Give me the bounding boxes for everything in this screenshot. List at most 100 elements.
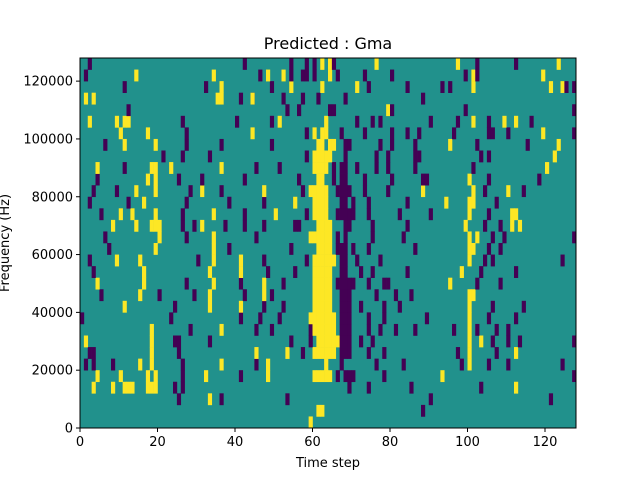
heatmap-cell: [184, 138, 189, 151]
heatmap-cell: [254, 323, 259, 336]
heatmap-cell: [192, 289, 197, 302]
heatmap-cell: [339, 208, 344, 221]
heatmap-cell: [328, 266, 333, 278]
heatmap-cell: [111, 219, 116, 232]
heatmap-cell: [122, 300, 127, 313]
heatmap-cell: [320, 289, 325, 302]
heatmap-cell: [324, 208, 329, 221]
heatmap-cell: [339, 173, 344, 186]
heatmap-cell: [467, 289, 472, 302]
heatmap-cell: [176, 347, 182, 359]
heatmap-cell: [541, 69, 546, 82]
heatmap-cell: [459, 266, 464, 278]
heatmap-cell: [556, 138, 561, 151]
heatmap-cell: [486, 358, 492, 371]
heatmap-cell: [242, 173, 247, 186]
heatmap-cell: [254, 231, 259, 244]
heatmap-cell: [514, 347, 519, 359]
heatmap-cell: [118, 370, 123, 383]
heatmap-cell: [316, 266, 321, 278]
heatmap-cell: [331, 104, 337, 117]
heatmap-cell: [366, 277, 371, 290]
heatmap-cell: [355, 115, 360, 128]
heatmap-cell: [180, 219, 185, 232]
heatmap-cell: [405, 266, 410, 278]
heatmap-cell: [308, 335, 313, 348]
heatmap-cell: [312, 254, 317, 267]
heatmap-cell: [180, 115, 185, 128]
heatmap-cell: [498, 277, 503, 290]
heatmap-cell: [142, 277, 147, 290]
heatmap-cell: [297, 173, 302, 186]
heatmap-cell: [351, 370, 356, 383]
heatmap-cell: [572, 335, 577, 348]
heatmap-cell: [328, 104, 333, 117]
heatmap-cell: [343, 138, 348, 151]
heatmap-cell: [490, 231, 495, 244]
heatmap-cell: [316, 370, 321, 383]
heatmap-cell: [316, 404, 321, 417]
heatmap-cell: [254, 162, 259, 174]
heatmap-cell: [153, 138, 158, 151]
x-tick-label: 80: [382, 435, 399, 450]
heatmap-cell: [211, 254, 216, 267]
heatmap-cell: [471, 69, 476, 82]
heatmap-cell: [134, 219, 139, 232]
heatmap-cell: [335, 69, 340, 82]
heatmap-cell: [339, 312, 344, 325]
heatmap-cell: [483, 219, 488, 232]
heatmap-cell: [471, 115, 476, 128]
heatmap-cell: [320, 254, 325, 267]
heatmap-cell: [467, 196, 472, 209]
heatmap-cell: [312, 300, 317, 313]
heatmap-cell: [153, 243, 158, 255]
heatmap-cell: [324, 185, 329, 198]
heatmap-cell: [320, 243, 325, 255]
heatmap-cell: [324, 150, 329, 163]
heatmap-cell: [521, 300, 526, 313]
heatmap-cell: [502, 115, 507, 128]
heatmap-cell: [118, 208, 123, 221]
heatmap-cell: [266, 358, 271, 371]
heatmap-cell: [347, 219, 352, 232]
heatmap-cell: [122, 115, 127, 128]
heatmap-cell: [324, 347, 329, 359]
heatmap-cell: [211, 69, 216, 82]
heatmap-cell: [343, 208, 348, 221]
heatmap-cell: [537, 173, 542, 186]
heatmap-cell: [99, 208, 104, 221]
heatmap-cell: [541, 127, 546, 140]
heatmap-cell: [351, 196, 356, 209]
heatmap-cell: [502, 231, 507, 244]
heatmap-cell: [126, 115, 131, 128]
heatmap-cell: [316, 138, 321, 151]
heatmap-cell: [366, 208, 371, 221]
x-axis-label: Time step: [295, 456, 360, 471]
heatmap-cell: [378, 323, 383, 336]
heatmap-cell: [219, 323, 224, 336]
heatmap-cell: [269, 115, 275, 128]
heatmap-cell: [490, 300, 495, 313]
heatmap-cell: [312, 58, 317, 70]
heatmap-cell: [328, 58, 333, 70]
heatmap-cell: [320, 185, 325, 198]
heatmap-cell: [486, 173, 492, 186]
heatmap-cell: [475, 138, 480, 151]
heatmap-cell: [138, 358, 143, 371]
heatmap-cell: [347, 312, 352, 325]
heatmap-cell: [347, 289, 352, 302]
heatmap-cell: [514, 312, 519, 325]
heatmap-cell: [494, 323, 499, 336]
heatmap-cell: [304, 58, 309, 70]
heatmap-cell: [138, 289, 143, 302]
heatmap-cell: [103, 138, 108, 151]
x-tick-label: 40: [227, 435, 244, 450]
heatmap-cell: [428, 208, 433, 221]
heatmap-cell: [176, 335, 182, 348]
heatmap-cell: [316, 277, 321, 290]
heatmap-cell: [242, 58, 247, 70]
heatmap-cell: [308, 312, 313, 325]
heatmap-cell: [366, 323, 371, 336]
heatmap-cell: [324, 312, 329, 325]
heatmap-cell: [378, 138, 383, 151]
